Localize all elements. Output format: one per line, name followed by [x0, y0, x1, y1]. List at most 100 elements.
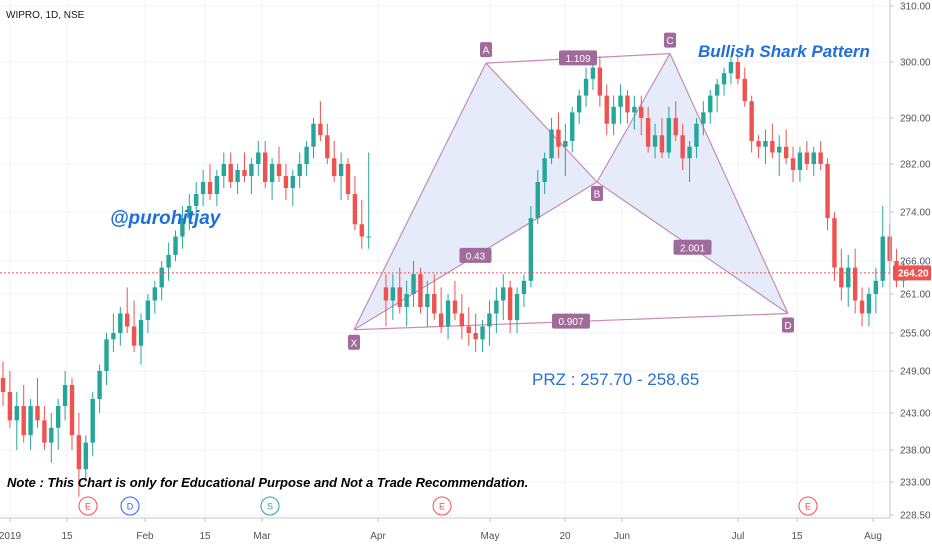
pattern-point-text: D — [784, 321, 791, 332]
candle-body — [221, 164, 226, 176]
candle-body — [466, 326, 471, 333]
candle-body — [880, 236, 885, 281]
candle-body — [311, 123, 316, 147]
candle-body — [645, 118, 651, 147]
candle-body — [138, 320, 144, 346]
candle-body — [269, 164, 275, 182]
candle-body — [159, 267, 164, 288]
candle-body — [187, 206, 192, 219]
price-axis[interactable]: 310.00 300.00 290.00 282.00 274.00 266.00 261.… — [890, 2, 931, 522]
price-tick-label: 249.00 — [900, 367, 931, 378]
candle-body — [749, 101, 754, 141]
candle-body — [438, 313, 444, 327]
candle-body — [487, 313, 492, 327]
time-tick-label: 2019 — [0, 531, 22, 542]
candle-body — [680, 135, 685, 159]
candle-body — [452, 300, 458, 314]
event-marker[interactable]: E — [78, 496, 98, 516]
time-tick-label: Jun — [614, 531, 630, 542]
pattern-point-d: D — [782, 317, 794, 333]
candle-body — [56, 406, 61, 428]
candle-body — [207, 182, 213, 194]
candle-body — [701, 112, 706, 124]
candle-body — [514, 294, 520, 320]
pattern-ratio-text: 0.907 — [558, 317, 583, 328]
candle-body — [666, 118, 672, 153]
harmonic-pattern — [353, 53, 789, 331]
candle-body — [804, 152, 810, 164]
candle-body — [818, 152, 823, 164]
current-price-tag-bg — [893, 265, 931, 281]
prz-label: PRZ : 257.70 - 258.65 — [532, 370, 699, 389]
candle-body — [714, 84, 720, 96]
candle-body — [125, 313, 130, 327]
candle-body — [180, 218, 185, 237]
time-tick-label: Feb — [136, 531, 154, 542]
candle-body — [797, 152, 803, 170]
pattern-ratio: 0.907 — [552, 313, 590, 329]
candle-body — [501, 287, 506, 301]
candle-body — [397, 287, 402, 307]
price-tick-label: 255.00 — [900, 329, 931, 340]
symbol-line: WIPRO, 1D, NSE — [6, 10, 85, 21]
candle-body — [763, 141, 768, 147]
candle-body — [728, 62, 734, 74]
candle-body — [49, 427, 54, 443]
candle-body — [35, 406, 40, 421]
candle-body — [528, 218, 534, 281]
event-marker[interactable]: D — [120, 496, 140, 516]
event-marker[interactable]: E — [432, 496, 452, 516]
time-tick-label: Apr — [370, 531, 386, 542]
pattern-ratio: 2.001 — [673, 239, 712, 255]
pattern-bcd-fill — [597, 53, 788, 314]
event-marker[interactable]: E — [798, 496, 818, 516]
pattern-leg — [485, 62, 598, 183]
time-axis[interactable]: 2019 15 Feb 15 Mar Apr May 20 Jun Jul 15 Aug — [0, 518, 882, 542]
price-tick-label: 228.50 — [900, 511, 931, 522]
event-marker[interactable]: S — [260, 496, 280, 516]
candle-body — [721, 73, 727, 85]
pattern-ratio: 1.109 — [559, 50, 597, 66]
price-tick-label: 300.00 — [900, 58, 931, 69]
candle-body — [825, 164, 830, 219]
pattern-ratio: 0.43 — [459, 247, 492, 263]
candle-body — [811, 152, 816, 164]
price-tick-label: 266.00 — [900, 257, 931, 268]
time-tick-label: 15 — [61, 531, 73, 542]
pattern-point-text: C — [666, 36, 673, 47]
candle-body — [639, 106, 644, 118]
candle-body — [473, 333, 478, 340]
candle-body — [432, 294, 437, 314]
candle-body — [742, 78, 747, 102]
pattern-point-bg — [664, 32, 676, 48]
pattern-ratio-bg — [559, 50, 597, 66]
candle-body — [418, 274, 423, 307]
price-tick-label: 290.00 — [900, 114, 931, 125]
event-marker-label: E — [805, 502, 811, 512]
candle-body — [173, 236, 178, 255]
candle-body — [194, 194, 199, 206]
author-watermark: @purohitjay — [110, 208, 222, 229]
pattern-ratio-text: 2.001 — [680, 243, 705, 254]
candle-body — [297, 164, 302, 176]
candle-body — [249, 164, 254, 176]
pattern-ratio-text: 0.43 — [466, 251, 486, 262]
candle-body — [852, 267, 858, 301]
event-marker-circle — [260, 496, 280, 516]
candle-body — [290, 176, 295, 188]
candle-body — [83, 442, 88, 470]
candle-body — [228, 164, 233, 182]
candle-body — [28, 406, 33, 436]
time-tick-label: 15 — [791, 531, 803, 542]
candle-body — [735, 62, 741, 79]
current-price-value: 264.20 — [898, 268, 929, 279]
event-marker-label: D — [127, 502, 134, 512]
current-price-tag: 264.20 — [893, 265, 931, 281]
candle-body — [352, 194, 358, 225]
candle-body — [152, 287, 157, 301]
candle-body — [118, 313, 123, 333]
candle-body — [708, 95, 713, 113]
candle-body — [425, 294, 430, 307]
